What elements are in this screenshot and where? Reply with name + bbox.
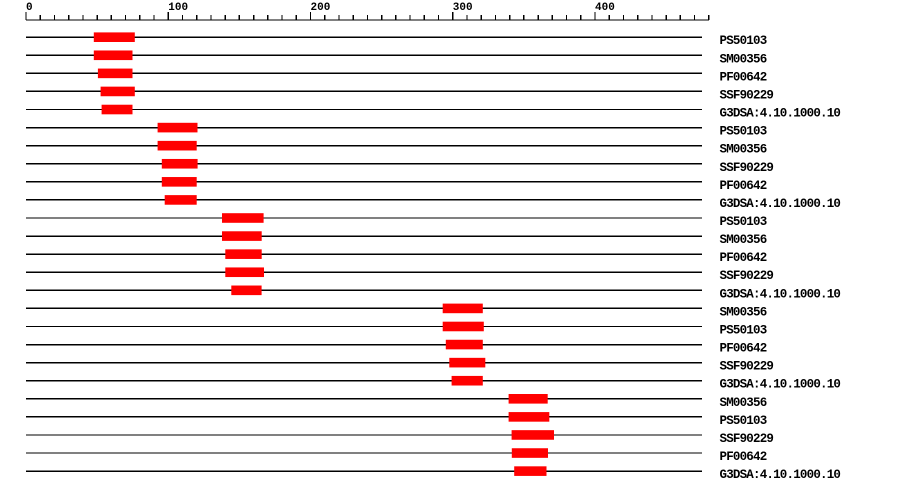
svg-text:PS50103: PS50103 [720,323,767,337]
svg-text:200: 200 [311,2,331,14]
svg-text:SM00356: SM00356 [720,233,767,247]
svg-text:100: 100 [168,2,188,14]
svg-text:G3DSA:4.10.1000.10: G3DSA:4.10.1000.10 [720,287,841,301]
svg-text:PF00642: PF00642 [720,179,767,193]
svg-text:0: 0 [26,2,33,14]
svg-text:SM00356: SM00356 [720,143,767,157]
svg-text:SSF90229: SSF90229 [720,161,774,175]
svg-text:PF00642: PF00642 [720,450,767,464]
svg-text:SM00356: SM00356 [720,52,767,66]
svg-text:G3DSA:4.10.1000.10: G3DSA:4.10.1000.10 [720,378,841,392]
svg-text:300: 300 [453,2,473,14]
svg-text:PS50103: PS50103 [720,215,767,229]
svg-text:G3DSA:4.10.1000.10: G3DSA:4.10.1000.10 [720,107,841,121]
svg-text:PS50103: PS50103 [720,414,767,428]
svg-text:SSF90229: SSF90229 [720,360,774,374]
svg-text:PF00642: PF00642 [720,342,767,356]
svg-text:SM00356: SM00356 [720,396,767,410]
svg-text:PF00642: PF00642 [720,70,767,84]
svg-text:SSF90229: SSF90229 [720,432,774,446]
svg-text:SSF90229: SSF90229 [720,88,774,102]
svg-text:G3DSA:4.10.1000.10: G3DSA:4.10.1000.10 [720,197,841,211]
svg-text:G3DSA:4.10.1000.10: G3DSA:4.10.1000.10 [720,468,841,482]
svg-text:SSF90229: SSF90229 [720,269,774,283]
svg-text:SM00356: SM00356 [720,305,767,319]
svg-text:PS50103: PS50103 [720,125,767,139]
svg-text:PF00642: PF00642 [720,251,767,265]
svg-text:400: 400 [595,2,615,14]
svg-text:PS50103: PS50103 [720,34,767,48]
